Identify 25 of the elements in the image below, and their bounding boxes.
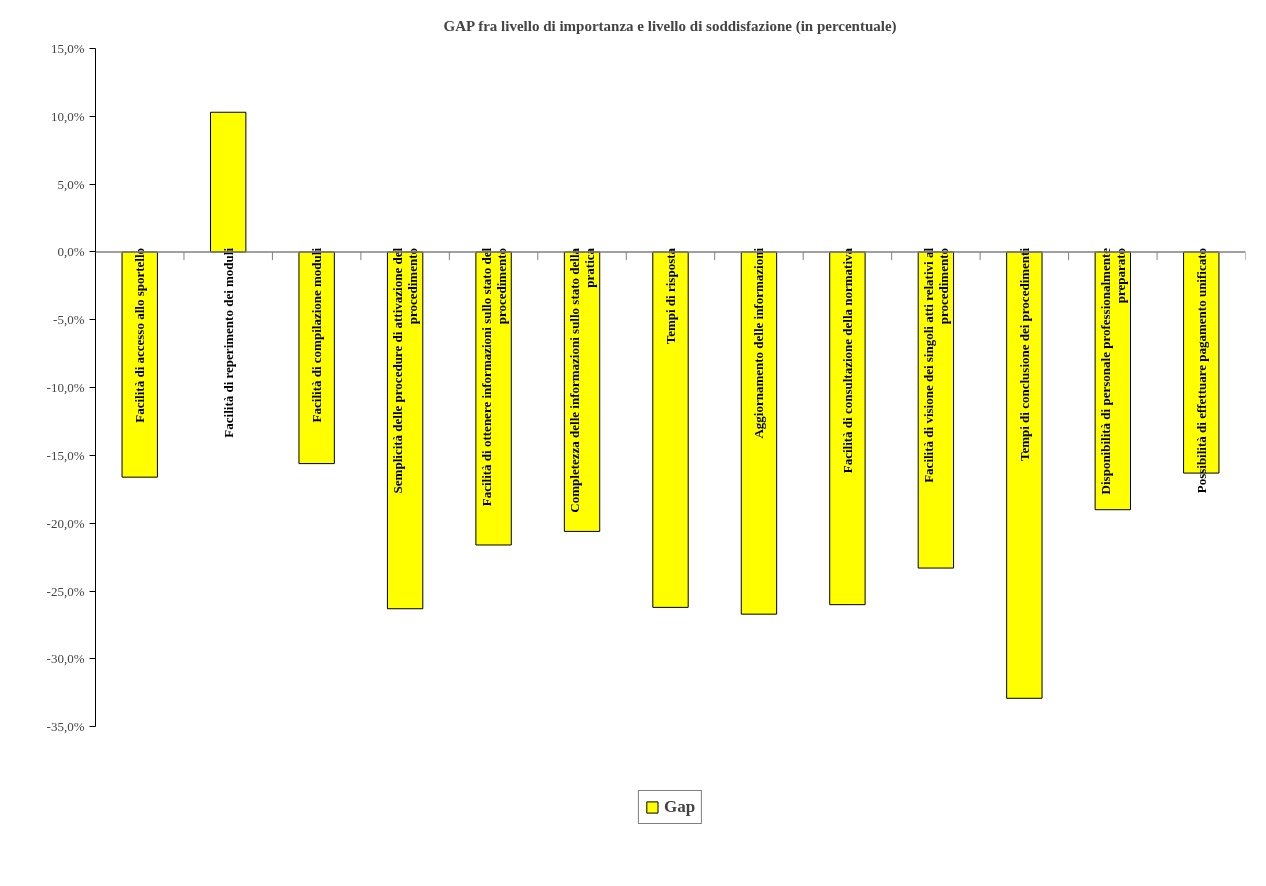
x-tick-label: Possibilità di effettuare pagamento unificato [1193, 247, 1209, 494]
y-tick-label: 15,0% [50, 41, 85, 56]
y-tick-label: -10,0% [46, 380, 85, 396]
legend-label: Gap [663, 797, 696, 817]
x-tick-label: Facilità di visione dei singoli atti relativi al procedimento [920, 247, 951, 483]
x-tick-label: Tempi di conclusione dei procedimenti [1016, 247, 1032, 462]
x-tick-label: Facilità di reperimento dei moduli [220, 247, 236, 438]
y-tick-label: 10,0% [50, 108, 85, 124]
y-tick-label: -15,0% [46, 447, 85, 463]
x-tick-label: Completezza delle informazioni sullo stato della pratica [567, 247, 598, 513]
y-tick-label: -25,0% [46, 583, 85, 599]
x-tick-label: Disponibilità di personale professionalmente preparato [1097, 247, 1128, 495]
x-tick-label: Facilità di accesso allo sportello [132, 247, 148, 423]
y-tick-label: 5,0% [57, 176, 85, 192]
y-tick-label: -30,0% [46, 651, 85, 667]
x-tick-label: Facilità di consultazione della normativa [839, 247, 855, 474]
x-tick-label: Aggiornamento delle informazioni [751, 247, 767, 439]
x-tick-label: Tempi di risposta [663, 247, 678, 345]
x-tick-label: Facilità di compilazione moduli [309, 247, 325, 423]
y-tick-label: -35,0% [46, 719, 85, 735]
chart-title: GAP fra livello di importanza e livello di soddisfazione (in percentuale) [443, 17, 897, 35]
y-tick-label: -5,0% [53, 312, 85, 328]
x-tick-label: Semplicità delle procedure di attivazione del procedimento [390, 247, 421, 494]
y-tick-label: 0,0% [57, 244, 85, 260]
y-tick-label: -20,0% [46, 515, 85, 531]
